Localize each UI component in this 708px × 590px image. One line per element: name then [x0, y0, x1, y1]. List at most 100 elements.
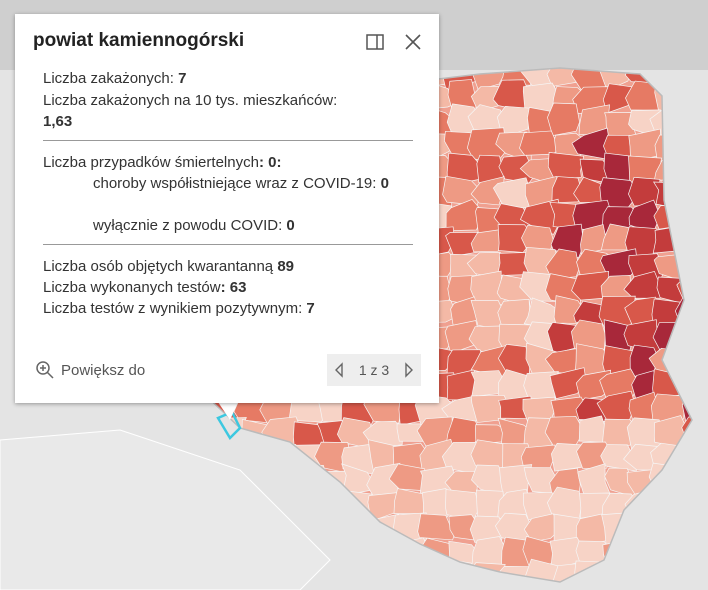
district[interactable]: [679, 106, 708, 138]
district[interactable]: [289, 487, 325, 523]
divider: [43, 140, 413, 141]
close-button[interactable]: [403, 32, 423, 52]
next-button[interactable]: [403, 362, 415, 378]
label: choroby współistniejące wraz z COVID-19:: [93, 175, 381, 192]
district[interactable]: [652, 225, 690, 254]
district[interactable]: [623, 270, 664, 299]
district[interactable]: [370, 542, 402, 567]
district[interactable]: [683, 564, 708, 590]
district[interactable]: [521, 585, 555, 590]
district[interactable]: [625, 584, 666, 590]
district[interactable]: [626, 540, 663, 568]
district[interactable]: [317, 510, 352, 547]
district[interactable]: [523, 513, 563, 543]
district[interactable]: [445, 198, 485, 232]
district[interactable]: [394, 537, 430, 570]
value: : 63: [220, 279, 247, 296]
district[interactable]: [519, 130, 560, 156]
pager: 1 z 3: [327, 354, 421, 386]
district[interactable]: [449, 585, 484, 590]
district[interactable]: [265, 444, 299, 475]
value: 7: [178, 70, 187, 87]
district[interactable]: [575, 369, 612, 401]
district[interactable]: [684, 246, 708, 283]
label: Liczba zakażonych:: [43, 70, 179, 87]
district[interactable]: [653, 204, 692, 230]
label: Liczba wykonanych testów: [43, 279, 221, 296]
district[interactable]: [289, 464, 328, 497]
district[interactable]: [340, 585, 373, 590]
value: : 0:: [258, 154, 282, 171]
district[interactable]: [602, 539, 642, 571]
district[interactable]: [394, 586, 430, 590]
popup-title: powiat kamiennogórski: [33, 30, 245, 51]
district[interactable]: [649, 487, 689, 524]
district[interactable]: [342, 490, 373, 518]
district[interactable]: [680, 515, 708, 547]
value: 0: [286, 217, 295, 234]
row: Liczba zakażonych na 10 tys. mieszkańców…: [43, 90, 403, 132]
district[interactable]: [675, 81, 708, 110]
district[interactable]: [319, 584, 353, 590]
district[interactable]: [547, 151, 585, 181]
district[interactable]: [600, 248, 639, 280]
neighbor-area: [0, 429, 331, 590]
value: 89: [277, 258, 295, 275]
district[interactable]: [679, 150, 708, 182]
row: Liczba osób objętych kwarantanną 89: [43, 256, 403, 277]
district[interactable]: [344, 511, 377, 546]
district[interactable]: [318, 491, 349, 523]
district[interactable]: [682, 198, 708, 229]
zoom-button[interactable]: Powiększ do: [35, 360, 145, 380]
label: Liczba przypadków śmiertelnych: [43, 154, 259, 171]
district[interactable]: [545, 248, 580, 280]
district[interactable]: [680, 320, 708, 355]
zoom-label: Powiększ do: [61, 361, 146, 379]
zoom-icon: [36, 361, 54, 379]
district[interactable]: [343, 538, 376, 572]
label: Liczba testów z wynikiem pozytywnym:: [43, 300, 307, 317]
row: wyłącznie z powodu COVID: 0: [93, 215, 403, 236]
district[interactable]: [495, 584, 534, 590]
label: Liczba zakażonych na 10 tys. mieszkańców…: [43, 92, 338, 109]
district[interactable]: [654, 81, 693, 112]
district[interactable]: [547, 102, 580, 136]
row: Liczba zakażonych: 7: [43, 68, 403, 89]
dock-button[interactable]: [365, 32, 385, 52]
district[interactable]: [423, 562, 458, 590]
prev-button[interactable]: [333, 362, 345, 378]
district[interactable]: [237, 442, 274, 472]
district[interactable]: [343, 558, 377, 590]
row: Liczba testów z wynikiem pozytywnym: 7: [43, 298, 403, 319]
district[interactable]: [678, 351, 708, 378]
district[interactable]: [680, 127, 708, 163]
district[interactable]: [681, 416, 708, 450]
district[interactable]: [682, 224, 708, 259]
label: wyłącznie z powodu COVID:: [93, 217, 287, 234]
district[interactable]: [680, 441, 708, 472]
district[interactable]: [653, 560, 687, 590]
district[interactable]: [676, 370, 708, 402]
district[interactable]: [625, 518, 662, 547]
district[interactable]: [470, 176, 505, 206]
district[interactable]: [551, 176, 583, 204]
district[interactable]: [675, 468, 708, 493]
district[interactable]: [417, 513, 455, 541]
district[interactable]: [574, 584, 608, 590]
district[interactable]: [366, 559, 402, 590]
district[interactable]: [681, 175, 708, 204]
district[interactable]: [626, 560, 661, 590]
district[interactable]: [597, 559, 635, 590]
value: 1,63: [43, 113, 73, 130]
district[interactable]: [675, 537, 708, 568]
district[interactable]: [649, 511, 685, 547]
district[interactable]: [498, 61, 535, 86]
district[interactable]: [680, 489, 708, 519]
district[interactable]: [392, 560, 429, 589]
district[interactable]: [262, 467, 300, 496]
district[interactable]: [519, 198, 562, 235]
district[interactable]: [495, 565, 533, 590]
district[interactable]: [549, 367, 587, 400]
district[interactable]: [185, 422, 222, 446]
district[interactable]: [655, 536, 690, 565]
